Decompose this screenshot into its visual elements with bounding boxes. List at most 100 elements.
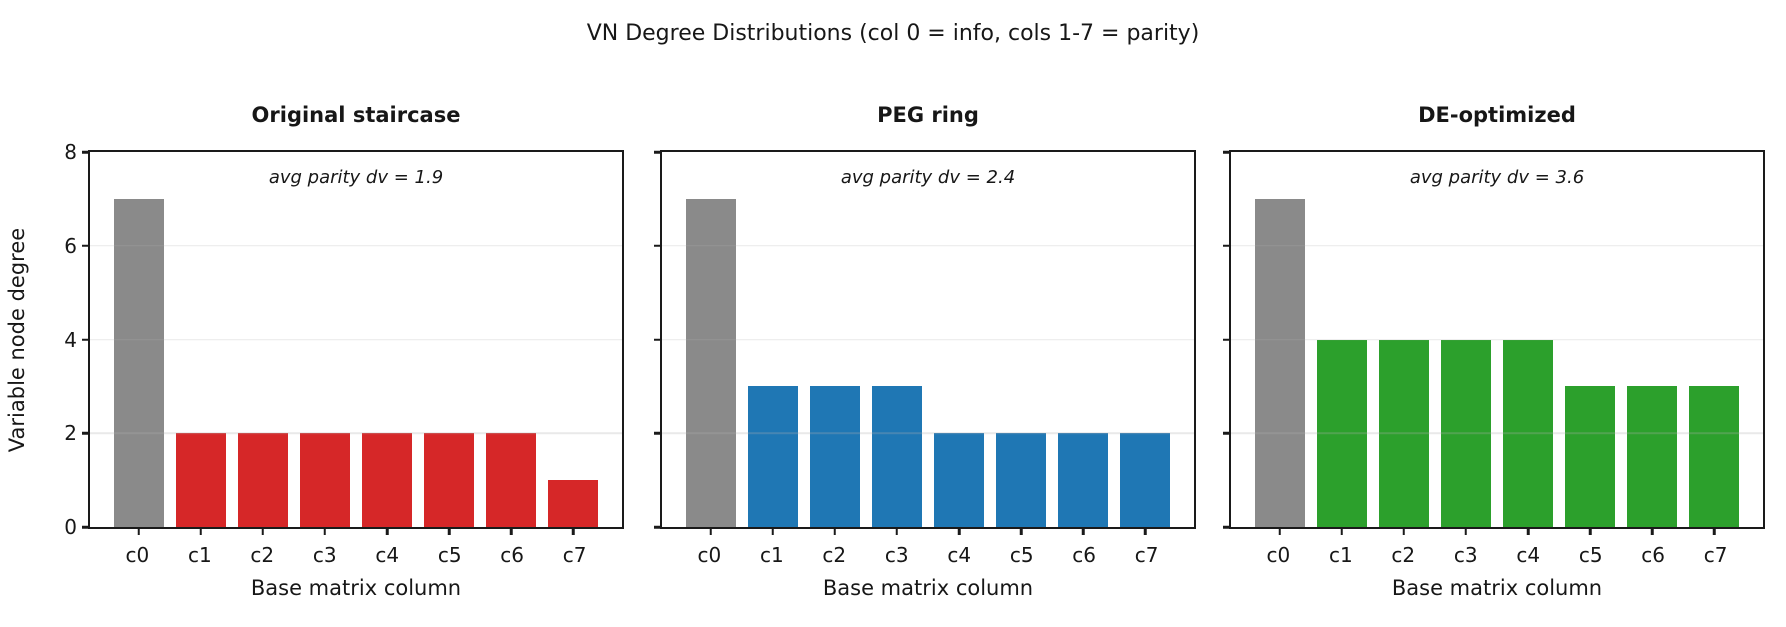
subplot-title: Original staircase (251, 103, 461, 127)
bar-c2 (1379, 339, 1429, 527)
x-axis-label: Base matrix column (1391, 576, 1603, 600)
y-tick-6 (1223, 244, 1231, 247)
gridline-y2 (90, 432, 622, 435)
x-tick-label-c3: c3 (884, 543, 909, 567)
x-tick-c7 (1712, 527, 1716, 535)
plot-area: avg parity dv = 1.9 0 2 4 6 8 (64, 140, 624, 539)
bar-c3 (300, 433, 350, 527)
x-tick-label-c2: c2 (822, 543, 847, 567)
x-tick-label-c0: c0 (125, 543, 150, 567)
x-tick-c0 (709, 527, 713, 535)
y-tick-6 (82, 244, 90, 247)
x-tick-c7 (1143, 527, 1147, 535)
bar-c6 (1627, 386, 1677, 527)
bar-c5 (996, 433, 1046, 527)
bar-c6 (1058, 433, 1108, 527)
subplot-title: PEG ring (877, 103, 979, 127)
y-tick-4 (82, 338, 90, 341)
gridline-y4 (662, 338, 1194, 341)
y-tick-label-8: 8 (64, 140, 77, 164)
y-tick-8 (1223, 150, 1231, 154)
x-tick-c3 (1464, 527, 1468, 535)
x-tick-label-c1: c1 (1328, 543, 1353, 567)
y-tick-4 (654, 338, 662, 341)
x-tick-c7 (571, 527, 575, 535)
bar-c3 (872, 386, 922, 527)
bar-c6 (486, 433, 536, 527)
subplot-de-optimized: DE-optimized avg parity dv = 3.6 c0 c1 c2 c… (1223, 0, 1765, 627)
x-tick-c6 (509, 527, 513, 535)
y-tick-label-2: 2 (64, 421, 77, 446)
y-tick-label-4: 4 (64, 327, 77, 352)
bar-c7 (1689, 386, 1739, 527)
gridline-y4 (90, 338, 622, 341)
figure-title: VN Degree Distributions (col 0 = info, c… (586, 21, 1200, 46)
bar-c0 (686, 198, 736, 527)
x-tick-label-c6: c6 (500, 543, 525, 567)
plot-area: avg parity dv = 2.4 (654, 150, 1196, 535)
bar-c1 (748, 386, 798, 527)
x-tick-label-c2: c2 (250, 543, 275, 567)
x-tick-label-c2: c2 (1391, 543, 1416, 567)
annotation-avg-parity: avg parity dv = 3.6 (1409, 167, 1585, 188)
bar-c5 (424, 433, 474, 527)
y-tick-label-6: 6 (64, 233, 77, 258)
bar-c4 (362, 433, 412, 527)
plot-area: avg parity dv = 3.6 (1223, 150, 1765, 535)
x-tick-c2 (261, 527, 265, 535)
x-tick-c5 (1019, 527, 1023, 535)
bar-c1 (1317, 339, 1367, 527)
x-tick-label-c5: c5 (1009, 543, 1034, 567)
bar-c4 (934, 433, 984, 527)
x-tick-label-c3: c3 (1453, 543, 1478, 567)
bar-c1 (176, 433, 226, 527)
y-axis-label: Variable node degree (5, 227, 29, 453)
x-tick-c5 (1588, 527, 1592, 535)
y-tick-label-0: 0 (64, 515, 77, 539)
x-tick-label-c6: c6 (1072, 543, 1097, 567)
x-tick-c1 (771, 527, 775, 535)
x-tick-labels: c0 c1 c2 c3 c4 c5 c6 c7 (88, 543, 624, 569)
x-tick-label-c4: c4 (947, 543, 972, 567)
gridline-y6 (90, 244, 622, 247)
subplot-original-staircase: Original staircase avg parity dv = 1.9 0… (64, 0, 624, 627)
x-tick-c3 (323, 527, 327, 535)
x-tick-labels: c0 c1 c2 c3 c4 c5 c6 c7 (660, 543, 1196, 569)
x-tick-c6 (1650, 527, 1654, 535)
x-axis-label: Base matrix column (250, 576, 462, 600)
x-tick-label-c0: c0 (1266, 543, 1291, 567)
x-tick-c1 (1340, 527, 1344, 535)
y-tick-2 (654, 432, 662, 435)
x-tick-label-c7: c7 (562, 543, 587, 567)
x-tick-c3 (895, 527, 899, 535)
x-tick-label-c7: c7 (1703, 543, 1728, 567)
x-tick-label-c7: c7 (1134, 543, 1159, 567)
bar-c4 (1503, 339, 1553, 527)
y-tick-4 (1223, 338, 1231, 341)
x-tick-c2 (1402, 527, 1406, 535)
x-tick-c1 (199, 527, 203, 535)
bar-c5 (1565, 386, 1615, 527)
x-tick-label-c1: c1 (187, 543, 212, 567)
subplot-peg-ring: PEG ring avg parity dv = 2.4 c0 c1 c2 c3 c4 c… (654, 0, 1196, 627)
x-tick-c0 (137, 527, 141, 535)
subplot-title: DE-optimized (1418, 103, 1576, 127)
x-axis-label: Base matrix column (822, 576, 1034, 600)
gridline-y2 (1231, 432, 1763, 435)
bar-c2 (238, 433, 288, 527)
y-tick-0 (654, 525, 662, 529)
gridline-y6 (662, 244, 1194, 247)
y-tick-2 (82, 432, 90, 435)
x-tick-label-c3: c3 (312, 543, 337, 567)
annotation-avg-parity: avg parity dv = 1.9 (268, 167, 444, 188)
x-tick-label-c5: c5 (1578, 543, 1603, 567)
bar-c3 (1441, 339, 1491, 527)
x-tick-label-c4: c4 (1516, 543, 1541, 567)
gridline-y6 (1231, 244, 1763, 247)
x-tick-c4 (385, 527, 389, 535)
x-tick-label-c6: c6 (1641, 543, 1666, 567)
gridline-y4 (1231, 338, 1763, 341)
gridline-y2 (662, 432, 1194, 435)
x-tick-label-c5: c5 (437, 543, 462, 567)
